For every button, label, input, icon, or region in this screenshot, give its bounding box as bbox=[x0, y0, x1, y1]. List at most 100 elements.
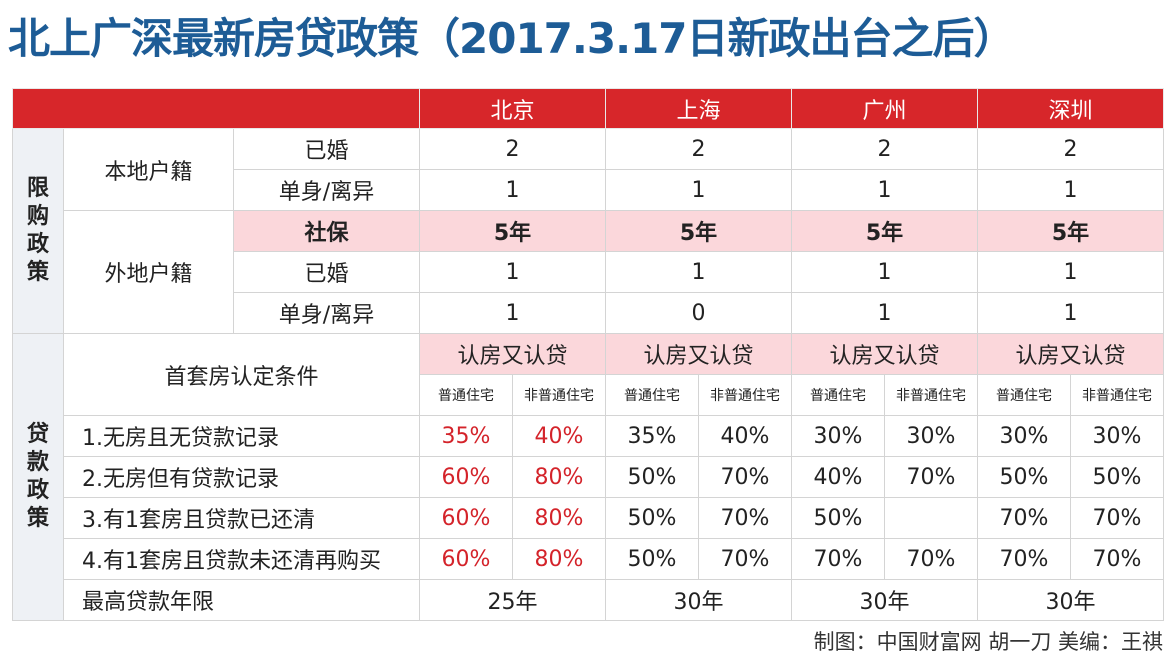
subheader-ordinary: 普通住宅 bbox=[419, 374, 513, 416]
value-cell: 2 bbox=[419, 128, 606, 170]
row-label: 社保 bbox=[233, 210, 420, 252]
value-cell: 60% bbox=[419, 497, 513, 539]
criteria-cell: 认房又认贷 bbox=[977, 333, 1164, 375]
table-row: 3.有1套房且贷款已还清 60% 80% 50% 70% 50% 70% 70% bbox=[13, 497, 1164, 539]
city-header-beijing: 北京 bbox=[419, 88, 606, 129]
value-cell: 1 bbox=[791, 251, 978, 293]
value-cell: 50% bbox=[1070, 456, 1164, 498]
value-cell: 80% bbox=[512, 497, 606, 539]
page-title: 北上广深最新房贷政策（2017.3.17日新政出台之后） bbox=[8, 14, 1015, 63]
value-cell: 40% bbox=[512, 415, 606, 457]
value-cell: 60% bbox=[419, 538, 513, 580]
value-cell: 30% bbox=[884, 415, 978, 457]
value-cell: 5年 bbox=[791, 210, 978, 252]
criteria-cell: 认房又认贷 bbox=[419, 333, 606, 375]
row-label: 已婚 bbox=[233, 128, 420, 170]
credit-line: 制图：中国财富网 胡一刀 美编：王祺 bbox=[813, 630, 1163, 654]
subheader-non-ordinary: 非普通住宅 bbox=[698, 374, 792, 416]
city-header-guangzhou: 广州 bbox=[791, 88, 978, 129]
value-cell: 30年 bbox=[977, 579, 1164, 621]
criteria-label: 首套房认定条件 bbox=[63, 333, 420, 416]
city-header-row: 北京 上海 广州 深圳 bbox=[12, 88, 1164, 129]
value-cell: 70% bbox=[698, 538, 792, 580]
nonlocal-household-label: 外地户籍 bbox=[63, 210, 234, 334]
subheader-non-ordinary: 非普通住宅 bbox=[884, 374, 978, 416]
subheader-non-ordinary: 非普通住宅 bbox=[512, 374, 606, 416]
value-cell: 1 bbox=[977, 169, 1164, 211]
row-label: 已婚 bbox=[233, 251, 420, 293]
value-cell: 50% bbox=[977, 456, 1071, 498]
table-row: 限购政策 本地户籍 已婚 2 2 2 2 bbox=[12, 128, 1164, 334]
loan-section-label: 贷款政策 bbox=[12, 333, 64, 621]
value-cell: 70% bbox=[977, 538, 1071, 580]
value-cell: 2 bbox=[977, 128, 1164, 170]
value-cell: 30年 bbox=[605, 579, 792, 621]
header-blank-cell bbox=[12, 88, 420, 129]
value-cell: 70% bbox=[698, 456, 792, 498]
condition-label: 2.无房但有贷款记录 bbox=[63, 456, 420, 498]
value-cell: 30% bbox=[791, 415, 885, 457]
subheader-non-ordinary: 非普通住宅 bbox=[1070, 374, 1164, 416]
value-cell bbox=[884, 497, 978, 539]
table-row: 贷款政策 首套房认定条件 认房又认贷 认房又认贷 认房又认贷 认房又认贷 bbox=[12, 333, 1164, 621]
value-cell: 50% bbox=[605, 497, 699, 539]
table-row: 已婚 1 1 1 1 bbox=[13, 251, 1164, 293]
value-cell: 25年 bbox=[419, 579, 606, 621]
value-cell: 40% bbox=[698, 415, 792, 457]
criteria-cell: 认房又认贷 bbox=[605, 333, 792, 375]
table-row: 最高贷款年限 25年 30年 30年 30年 bbox=[13, 579, 1164, 621]
value-cell: 50% bbox=[605, 538, 699, 580]
value-cell: 70% bbox=[1070, 497, 1164, 539]
value-cell: 2 bbox=[605, 128, 792, 170]
table-row: 1.无房且无贷款记录 35% 40% 35% 40% 30% 30% 30% 3… bbox=[13, 415, 1164, 457]
value-cell: 5年 bbox=[605, 210, 792, 252]
value-cell: 1 bbox=[977, 292, 1164, 334]
value-cell: 1 bbox=[605, 169, 792, 211]
value-cell: 5年 bbox=[419, 210, 606, 252]
condition-label: 4.有1套房且贷款未还清再购买 bbox=[63, 538, 420, 580]
value-cell: 70% bbox=[884, 456, 978, 498]
city-header-shanghai: 上海 bbox=[605, 88, 792, 129]
value-cell: 1 bbox=[419, 169, 606, 211]
value-cell: 2 bbox=[791, 128, 978, 170]
value-cell: 5年 bbox=[977, 210, 1164, 252]
condition-label: 3.有1套房且贷款已还清 bbox=[63, 497, 420, 539]
value-cell: 70% bbox=[698, 497, 792, 539]
subheader-ordinary: 普通住宅 bbox=[977, 374, 1071, 416]
value-cell: 50% bbox=[605, 456, 699, 498]
subheader-ordinary: 普通住宅 bbox=[791, 374, 885, 416]
value-cell: 80% bbox=[512, 538, 606, 580]
table-row: 2.无房但有贷款记录 60% 80% 50% 70% 40% 70% 50% 5… bbox=[13, 456, 1164, 498]
table-row: 单身/离异 1 0 1 1 bbox=[13, 292, 1164, 334]
row-label: 单身/离异 bbox=[233, 169, 420, 211]
table-row: 4.有1套房且贷款未还清再购买 60% 80% 50% 70% 70% 70% … bbox=[13, 538, 1164, 580]
condition-label: 1.无房且无贷款记录 bbox=[63, 415, 420, 457]
value-cell: 70% bbox=[1070, 538, 1164, 580]
purchase-section-label: 限购政策 bbox=[12, 128, 64, 334]
value-cell: 70% bbox=[884, 538, 978, 580]
max-term-label: 最高贷款年限 bbox=[63, 579, 420, 621]
value-cell: 60% bbox=[419, 456, 513, 498]
value-cell: 1 bbox=[977, 251, 1164, 293]
value-cell: 1 bbox=[791, 169, 978, 211]
value-cell: 35% bbox=[419, 415, 513, 457]
row-label: 单身/离异 bbox=[233, 292, 420, 334]
local-household-label: 本地户籍 bbox=[63, 128, 234, 211]
value-cell: 40% bbox=[791, 456, 885, 498]
value-cell: 50% bbox=[791, 497, 885, 539]
value-cell: 70% bbox=[791, 538, 885, 580]
table-row: 普通住宅 非普通住宅 普通住宅 非普通住宅 普通住宅 非普通住宅 普通住宅 非普… bbox=[13, 374, 1164, 416]
value-cell: 30% bbox=[977, 415, 1071, 457]
value-cell: 30年 bbox=[791, 579, 978, 621]
value-cell: 35% bbox=[605, 415, 699, 457]
value-cell: 0 bbox=[605, 292, 792, 334]
subheader-ordinary: 普通住宅 bbox=[605, 374, 699, 416]
criteria-cell: 认房又认贷 bbox=[791, 333, 978, 375]
table-row: 单身/离异 1 1 1 1 bbox=[13, 169, 1164, 211]
value-cell: 1 bbox=[605, 251, 792, 293]
policy-table: 北京 上海 广州 深圳 限购政策 本地户籍 已婚 2 2 2 2 单身/离异 1… bbox=[12, 88, 1164, 621]
table-row: 外地户籍 社保 5年 5年 5年 5年 bbox=[13, 210, 1164, 334]
value-cell: 30% bbox=[1070, 415, 1164, 457]
value-cell: 1 bbox=[419, 292, 606, 334]
value-cell: 1 bbox=[419, 251, 606, 293]
